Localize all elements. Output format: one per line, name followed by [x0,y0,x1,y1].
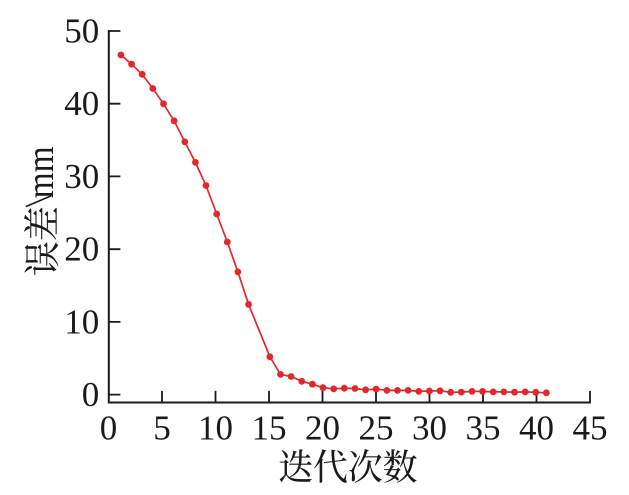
svg-text:40: 40 [519,409,554,448]
svg-text:30: 30 [64,157,99,196]
svg-text:50: 50 [64,12,99,51]
svg-text:mm: mm [19,146,61,198]
svg-text:40: 40 [64,84,99,123]
svg-text:0: 0 [82,375,100,414]
svg-text:10: 10 [198,409,233,448]
svg-text:15: 15 [252,409,287,448]
svg-text:30: 30 [412,409,447,448]
svg-text:35: 35 [466,409,501,448]
svg-text:20: 20 [64,230,99,269]
svg-text:45: 45 [573,409,608,448]
svg-text:0: 0 [100,409,118,448]
svg-text:25: 25 [359,409,394,448]
svg-text:20: 20 [305,409,340,448]
svg-text:5: 5 [153,409,171,448]
svg-text:10: 10 [64,302,99,341]
